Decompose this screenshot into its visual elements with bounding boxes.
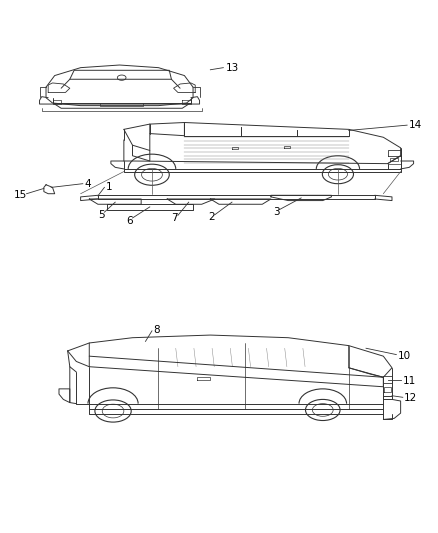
Text: 5: 5 [98, 210, 105, 220]
Text: 7: 7 [171, 213, 178, 223]
Text: 3: 3 [273, 207, 280, 217]
Text: 11: 11 [403, 376, 416, 386]
Text: 12: 12 [404, 393, 417, 403]
Text: 2: 2 [208, 213, 215, 222]
Text: 1: 1 [106, 182, 112, 192]
Text: 10: 10 [398, 351, 411, 361]
Text: 15: 15 [14, 190, 27, 200]
Text: 13: 13 [226, 63, 239, 72]
Text: 14: 14 [408, 120, 422, 130]
Text: 6: 6 [126, 216, 133, 225]
Text: 4: 4 [84, 179, 91, 189]
Text: 8: 8 [153, 325, 160, 335]
